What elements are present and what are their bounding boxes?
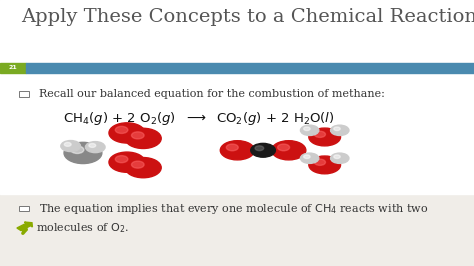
Circle shape: [64, 142, 102, 164]
Circle shape: [304, 127, 310, 131]
Circle shape: [125, 157, 161, 178]
Circle shape: [314, 131, 326, 138]
Text: molecules of $\mathrm{O_2}$.: molecules of $\mathrm{O_2}$.: [36, 221, 128, 235]
Circle shape: [304, 155, 310, 159]
Circle shape: [109, 123, 145, 143]
Circle shape: [131, 132, 144, 139]
Circle shape: [301, 153, 319, 163]
Circle shape: [131, 161, 144, 168]
Circle shape: [115, 156, 128, 163]
Text: The equation implies that every one molecule of $\mathrm{CH_4}$ reacts with two: The equation implies that every one mole…: [39, 202, 428, 215]
Text: Recall our balanced equation for the combustion of methane:: Recall our balanced equation for the com…: [39, 89, 385, 99]
Bar: [0, 63, 26, 73]
Bar: [0, 0, 474, 194]
FancyArrow shape: [17, 222, 32, 231]
Circle shape: [255, 146, 264, 151]
Circle shape: [125, 128, 161, 148]
Circle shape: [71, 146, 84, 153]
Circle shape: [314, 159, 326, 165]
Circle shape: [115, 126, 128, 134]
Circle shape: [64, 143, 71, 146]
Circle shape: [330, 153, 349, 163]
Circle shape: [309, 128, 340, 146]
Circle shape: [278, 144, 290, 151]
Circle shape: [226, 144, 238, 151]
Circle shape: [309, 156, 340, 174]
Circle shape: [334, 127, 340, 131]
Text: $\mathrm{CH_4}$($g$) + 2 $\mathrm{O_2}$($g$)  $\longrightarrow$  $\mathrm{CO_2}$: $\mathrm{CH_4}$($g$) + 2 $\mathrm{O_2}$(…: [63, 110, 335, 127]
Circle shape: [109, 152, 145, 172]
Bar: [19, 91, 29, 97]
Circle shape: [330, 125, 349, 135]
Circle shape: [334, 155, 340, 159]
Circle shape: [89, 144, 96, 147]
Circle shape: [272, 141, 306, 160]
Circle shape: [220, 141, 255, 160]
Circle shape: [85, 142, 105, 153]
Text: Apply These Concepts to a Chemical Reaction: Apply These Concepts to a Chemical React…: [21, 8, 474, 26]
Circle shape: [61, 140, 81, 152]
Text: 21: 21: [9, 65, 18, 70]
Bar: [26, 63, 474, 73]
Circle shape: [251, 143, 275, 157]
Bar: [19, 206, 29, 211]
Circle shape: [301, 125, 319, 135]
